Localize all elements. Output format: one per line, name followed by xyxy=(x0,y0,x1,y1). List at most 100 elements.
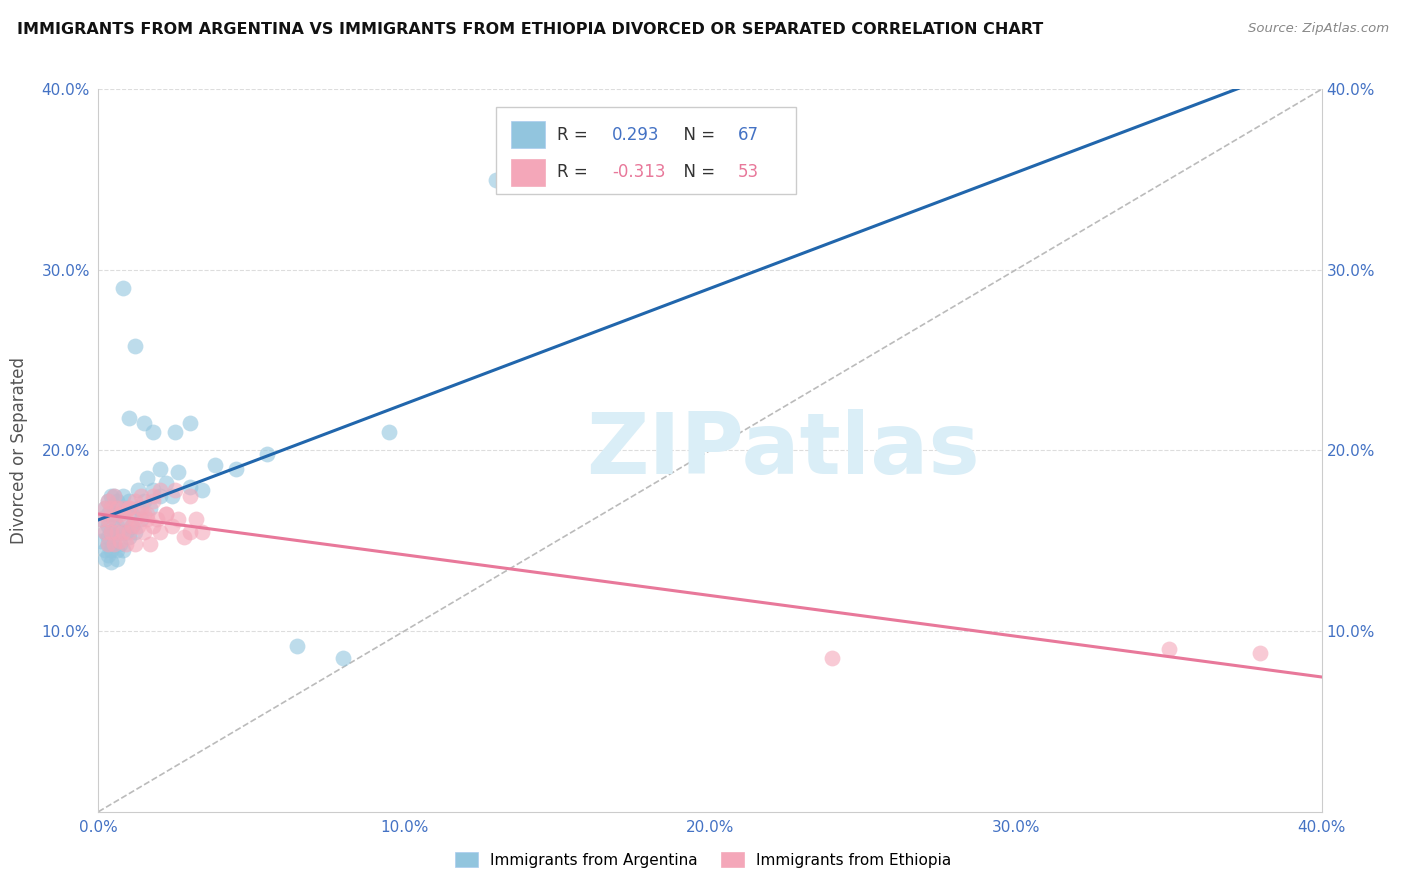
Point xyxy=(149,489,172,503)
Point xyxy=(115,537,138,551)
Point xyxy=(105,551,128,566)
Point xyxy=(103,537,125,551)
Point xyxy=(93,524,115,539)
Point xyxy=(97,530,120,544)
Point xyxy=(103,512,125,526)
Point xyxy=(111,512,134,526)
Text: ZIPatlas: ZIPatlas xyxy=(586,409,980,492)
Point xyxy=(149,483,172,498)
Point xyxy=(105,524,128,539)
Point xyxy=(129,512,152,526)
Point xyxy=(142,489,165,503)
Point xyxy=(93,524,115,539)
Point xyxy=(225,461,247,475)
Point xyxy=(142,494,165,508)
Point xyxy=(100,501,122,516)
Point xyxy=(103,512,125,526)
Point xyxy=(97,512,120,526)
Point xyxy=(97,494,120,508)
Text: 0.293: 0.293 xyxy=(612,126,659,144)
Point xyxy=(105,519,128,533)
Point xyxy=(118,494,141,508)
Point xyxy=(115,524,138,539)
Point xyxy=(155,507,177,521)
Point xyxy=(105,501,128,516)
Point xyxy=(118,411,141,425)
Point xyxy=(136,512,159,526)
Point xyxy=(118,501,141,516)
Text: R =: R = xyxy=(557,163,593,181)
Point xyxy=(111,542,134,557)
Point xyxy=(115,512,138,526)
Text: R =: R = xyxy=(557,126,593,144)
Point xyxy=(204,458,226,472)
Point xyxy=(163,483,186,498)
Text: IMMIGRANTS FROM ARGENTINA VS IMMIGRANTS FROM ETHIOPIA DIVORCED OR SEPARATED CORR: IMMIGRANTS FROM ARGENTINA VS IMMIGRANTS … xyxy=(17,22,1043,37)
Point xyxy=(149,524,172,539)
Point xyxy=(173,530,195,544)
Point xyxy=(93,551,115,566)
Point xyxy=(90,512,112,526)
Point xyxy=(121,519,143,533)
Text: 53: 53 xyxy=(738,163,759,181)
Point xyxy=(90,533,112,548)
Point xyxy=(97,537,120,551)
Point xyxy=(118,524,141,539)
Point xyxy=(149,461,172,475)
Point xyxy=(121,519,143,533)
Point xyxy=(90,512,112,526)
Point xyxy=(103,537,125,551)
Point xyxy=(332,651,354,665)
Point xyxy=(111,489,134,503)
Text: -0.313: -0.313 xyxy=(612,163,665,181)
Point xyxy=(1249,646,1271,660)
Point xyxy=(127,519,149,533)
Point xyxy=(97,519,120,533)
FancyBboxPatch shape xyxy=(496,107,796,194)
Point xyxy=(134,494,156,508)
FancyBboxPatch shape xyxy=(510,121,546,148)
Point xyxy=(124,524,146,539)
Legend: Immigrants from Argentina, Immigrants from Ethiopia: Immigrants from Argentina, Immigrants fr… xyxy=(449,846,957,873)
Point xyxy=(139,501,162,516)
Point xyxy=(167,512,190,526)
Point xyxy=(108,533,131,548)
Point xyxy=(108,507,131,521)
Text: N =: N = xyxy=(673,126,721,144)
Point xyxy=(118,501,141,516)
Point xyxy=(124,339,146,353)
Point xyxy=(115,501,138,516)
Text: Source: ZipAtlas.com: Source: ZipAtlas.com xyxy=(1249,22,1389,36)
Point xyxy=(167,465,190,479)
Point xyxy=(1157,642,1180,657)
Point xyxy=(103,530,125,544)
Point xyxy=(142,519,165,533)
Point xyxy=(105,494,128,508)
Point xyxy=(821,651,844,665)
Point xyxy=(142,483,165,498)
Point xyxy=(111,281,134,295)
Point xyxy=(121,507,143,521)
Point xyxy=(111,501,134,516)
Point xyxy=(100,542,122,557)
Point xyxy=(124,537,146,551)
Point xyxy=(103,489,125,503)
Point xyxy=(179,417,201,431)
Point xyxy=(129,489,152,503)
Point xyxy=(136,507,159,521)
Point xyxy=(111,524,134,539)
Point xyxy=(127,483,149,498)
Point xyxy=(179,480,201,494)
Point xyxy=(100,501,122,516)
Point xyxy=(179,524,201,539)
Point xyxy=(160,489,183,503)
Point xyxy=(118,530,141,544)
Point xyxy=(105,542,128,557)
Point xyxy=(124,494,146,508)
Point xyxy=(155,507,177,521)
Point xyxy=(100,489,122,503)
Point xyxy=(155,475,177,490)
Point xyxy=(285,639,308,653)
Point xyxy=(378,425,401,440)
Point xyxy=(124,512,146,526)
